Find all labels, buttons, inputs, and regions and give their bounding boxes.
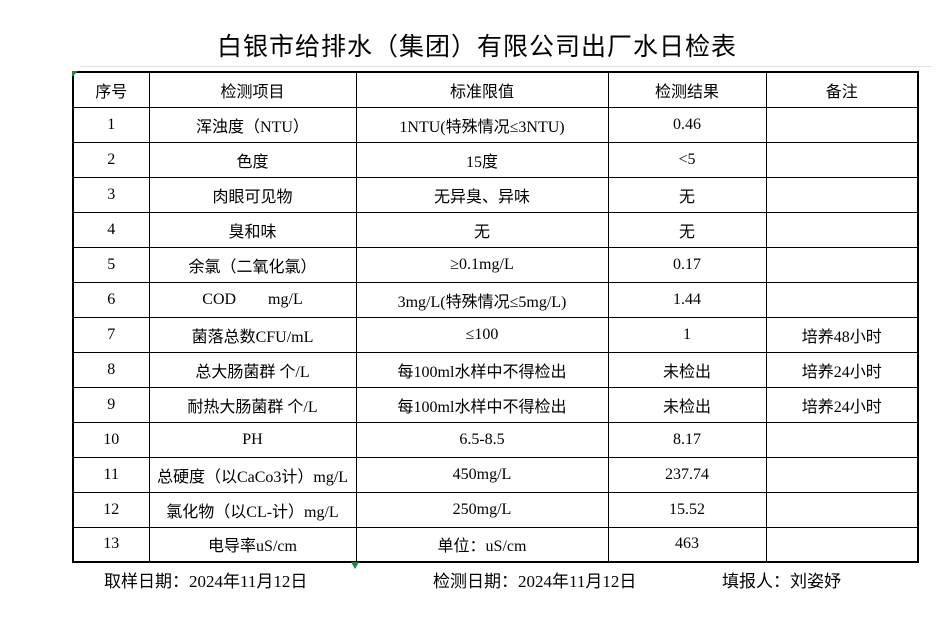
table-row: 10 PH 6.5-8.5 8.17 <box>72 421 919 458</box>
cell-limit: 15度 <box>355 141 609 178</box>
cell-result: 237.74 <box>607 456 767 493</box>
cell-no: 3 <box>72 176 150 213</box>
table-row: 3 肉眼可见物 无异臭、异味无 <box>72 176 919 213</box>
cell-item: 总大肠菌群 个/L <box>148 351 357 388</box>
cell-limit: ≤100 <box>355 316 609 353</box>
header-col-limit: 标准限值 <box>355 71 609 108</box>
table-row: 13 电导率uS/cm 单位：uS/cm 463 <box>72 526 919 563</box>
cell-limit: 250mg/L <box>355 491 609 528</box>
cell-no: 4 <box>72 211 150 248</box>
sampling-date: 取样日期：2024年11月12日 <box>104 572 308 591</box>
cell-limit: 每100ml水样中不得检出 <box>355 351 609 388</box>
table-row: 1 浑浊度（NTU） 1NTU(特殊情况≤3NTU) 0.46 <box>72 106 919 143</box>
cell-limit: 每100ml水样中不得检出 <box>355 386 609 423</box>
cell-note <box>765 211 919 248</box>
header-col-result: 检测结果 <box>607 71 767 108</box>
cell-note: 培养24小时 <box>765 386 919 423</box>
cell-no: 9 <box>72 386 150 423</box>
cell-result: 无 <box>607 176 767 213</box>
header-col-item: 检测项目 <box>148 71 357 108</box>
cell-note: 培养24小时 <box>765 351 919 388</box>
table-body: 1 浑浊度（NTU） 1NTU(特殊情况≤3NTU) 0.46 2 色度 15度 <5 3 肉眼可… <box>72 106 919 563</box>
cell-result: 463 <box>607 526 767 563</box>
cell-result: 8.17 <box>607 421 767 458</box>
cell-result: 未检出 <box>607 386 767 423</box>
cell-no: 2 <box>72 141 150 178</box>
cell-item: 余氯（二氧化氯） <box>148 246 357 283</box>
cell-no: 7 <box>72 316 150 353</box>
table-row: 11 总硬度（以CaCo3计）mg/L 450mg/L 237.74 <box>72 456 919 493</box>
table-row: 12 氯化物（以CL-计）mg/L 250mg/L 15.52 <box>72 491 919 528</box>
cell-limit: 无异臭、异味 <box>355 176 609 213</box>
cell-result: 0.17 <box>607 246 767 283</box>
cell-no: 10 <box>72 421 150 458</box>
cell-item: PH <box>148 421 357 458</box>
inspection-table: 序号 检测项目 标准限值 检测结果 备注 1 浑浊度（NTU） 1NTU(特殊情况≤… <box>72 71 919 563</box>
cell-note <box>765 106 919 143</box>
cell-limit: 1NTU(特殊情况≤3NTU) <box>355 106 609 143</box>
table-row: 5 余氯（二氧化氯） ≥0.1mg/L 0.17 <box>72 246 919 283</box>
cell-no: 8 <box>72 351 150 388</box>
table-row: 7 菌落总数CFU/mL ≤100 1 培养48小时 <box>72 316 919 353</box>
cell-note <box>765 526 919 563</box>
cell-note <box>765 491 919 528</box>
header-col-note: 备注 <box>765 71 919 108</box>
excel-error-marker-icon <box>72 71 78 77</box>
cell-limit: ≥0.1mg/L <box>355 246 609 283</box>
cell-result: 1 <box>607 316 767 353</box>
cell-limit: 无 <box>355 211 609 248</box>
cell-result: 15.52 <box>607 491 767 528</box>
cell-no: 13 <box>72 526 150 563</box>
cell-item: 氯化物（以CL-计）mg/L <box>148 491 357 528</box>
cell-result: 未检出 <box>607 351 767 388</box>
cell-note <box>765 141 919 178</box>
cell-item: 色度 <box>148 141 357 178</box>
test-date: 检测日期：2024年11月12日 <box>433 572 637 591</box>
cell-item: 耐热大肠菌群 个/L <box>148 386 357 423</box>
cell-limit: 单位：uS/cm <box>355 526 609 563</box>
header-row: 序号 检测项目 标准限值 检测结果 备注 <box>72 71 919 108</box>
cell-item: COD mg/L <box>148 281 357 318</box>
cell-note <box>765 281 919 318</box>
cell-note <box>765 456 919 493</box>
cell-no: 1 <box>72 106 150 143</box>
reporter-name: 填报人：刘姿妤 <box>722 572 841 591</box>
cell-note: 培养48小时 <box>765 316 919 353</box>
cell-result: 0.46 <box>607 106 767 143</box>
cell-item: 电导率uS/cm <box>148 526 357 563</box>
cell-limit: 6.5-8.5 <box>355 421 609 458</box>
excel-corner-marker-icon <box>351 562 359 569</box>
table-row: 4 臭和味无无 <box>72 211 919 248</box>
header-col-no: 序号 <box>72 71 150 108</box>
cell-note <box>765 421 919 458</box>
cell-result: <5 <box>607 141 767 178</box>
cell-limit: 3mg/L(特殊情况≤5mg/L) <box>355 281 609 318</box>
table-row: 9 耐热大肠菌群 个/L 每100ml水样中不得检出 未检出 培养24小时 <box>72 386 919 423</box>
cell-no: 12 <box>72 491 150 528</box>
cell-limit: 450mg/L <box>355 456 609 493</box>
cell-no: 6 <box>72 281 150 318</box>
page-title: 白银市给排水（集团）有限公司出厂水日检表 <box>216 34 737 61</box>
table-row: 8 总大肠菌群 个/L 每100ml水样中不得检出 未检出 培养24小时 <box>72 351 919 388</box>
cell-item: 浑浊度（NTU） <box>148 106 357 143</box>
cell-item: 肉眼可见物 <box>148 176 357 213</box>
cell-result: 无 <box>607 211 767 248</box>
table-row: 2 色度 15度 <5 <box>72 141 919 178</box>
cell-item: 总硬度（以CaCo3计）mg/L <box>148 456 357 493</box>
cell-no: 11 <box>72 456 150 493</box>
faint-gridline <box>80 66 932 67</box>
cell-item: 臭和味 <box>148 211 357 248</box>
cell-note <box>765 176 919 213</box>
cell-no: 5 <box>72 246 150 283</box>
table-row: 6 COD mg/L 3mg/L(特殊情况≤5mg/L) 1.44 <box>72 281 919 318</box>
cell-item: 菌落总数CFU/mL <box>148 316 357 353</box>
cell-note <box>765 246 919 283</box>
cell-result: 1.44 <box>607 281 767 318</box>
